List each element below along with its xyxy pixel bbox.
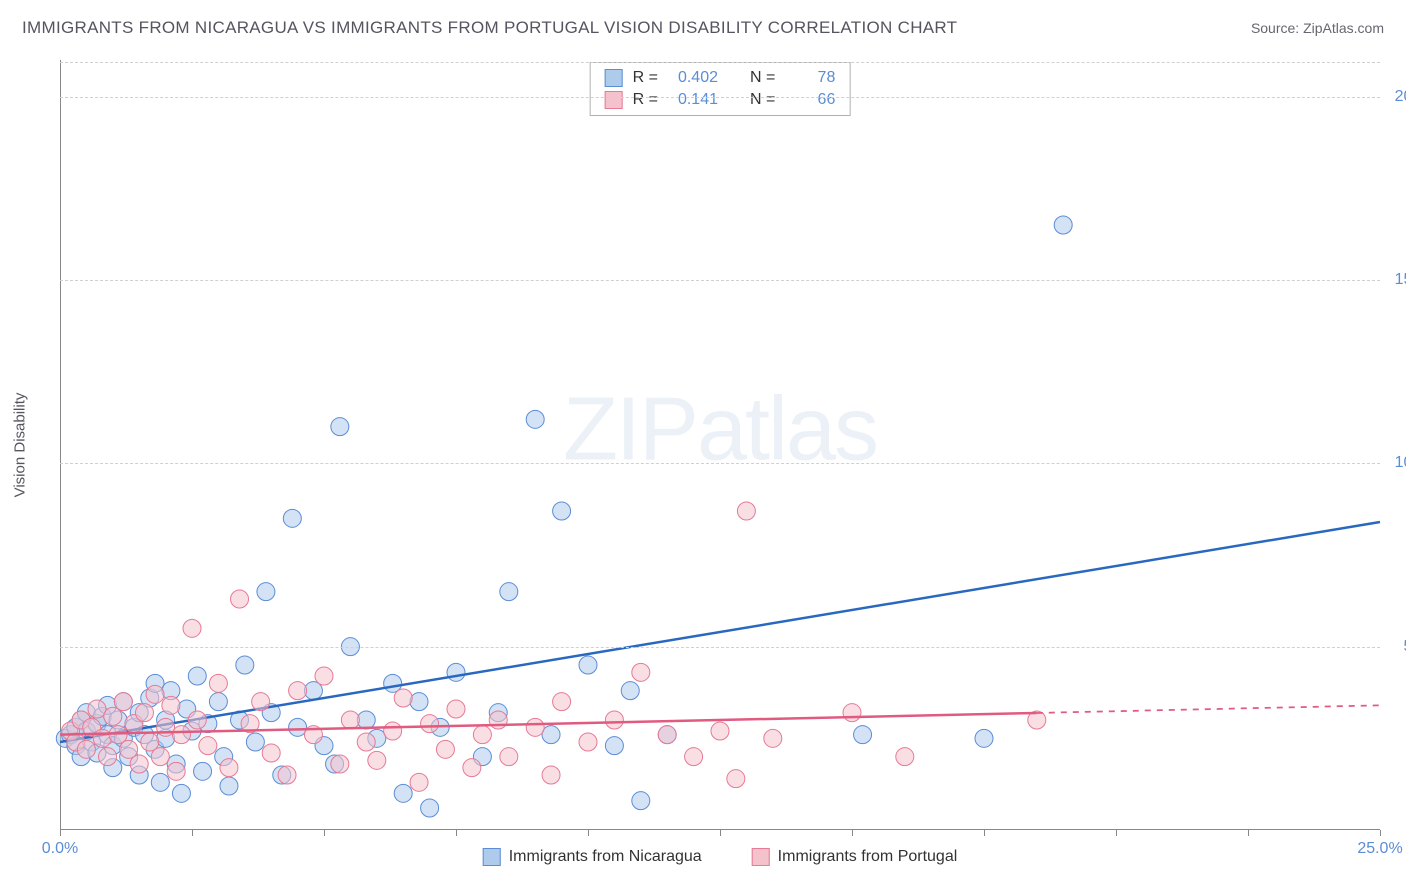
series-name-portugal: Immigrants from Portugal: [778, 848, 958, 866]
legend-swatch-nicaragua: [483, 848, 501, 866]
plot-area: ZIPatlas R = 0.402 N = 78 R = 0.141 N = …: [60, 60, 1380, 830]
legend-item-nicaragua: Immigrants from Nicaragua: [483, 848, 702, 866]
r-label: R =: [633, 69, 658, 87]
n-value-nicaragua: 78: [785, 69, 835, 87]
source-attribution: Source: ZipAtlas.com: [1251, 20, 1384, 36]
r-value-portugal: 0.141: [668, 91, 718, 109]
r-value-nicaragua: 0.402: [668, 69, 718, 87]
series-name-nicaragua: Immigrants from Nicaragua: [509, 848, 702, 866]
r-label: R =: [633, 91, 658, 109]
legend-row-nicaragua: R = 0.402 N = 78: [605, 67, 836, 89]
correlation-legend: R = 0.402 N = 78 R = 0.141 N = 66: [590, 62, 851, 116]
scatter-svg: [60, 60, 1380, 830]
chart-container: Vision Disability ZIPatlas R = 0.402 N =…: [60, 60, 1380, 830]
legend-row-portugal: R = 0.141 N = 66: [605, 89, 836, 111]
legend-swatch-portugal: [605, 91, 623, 109]
chart-title: IMMIGRANTS FROM NICARAGUA VS IMMIGRANTS …: [22, 18, 957, 38]
y-axis-label: Vision Disability: [12, 393, 29, 498]
n-label: N =: [750, 69, 775, 87]
n-value-portugal: 66: [785, 91, 835, 109]
legend-swatch-portugal: [752, 848, 770, 866]
series-legend: Immigrants from Nicaragua Immigrants fro…: [483, 848, 958, 866]
legend-item-portugal: Immigrants from Portugal: [752, 848, 958, 866]
n-label: N =: [750, 91, 775, 109]
legend-swatch-nicaragua: [605, 69, 623, 87]
